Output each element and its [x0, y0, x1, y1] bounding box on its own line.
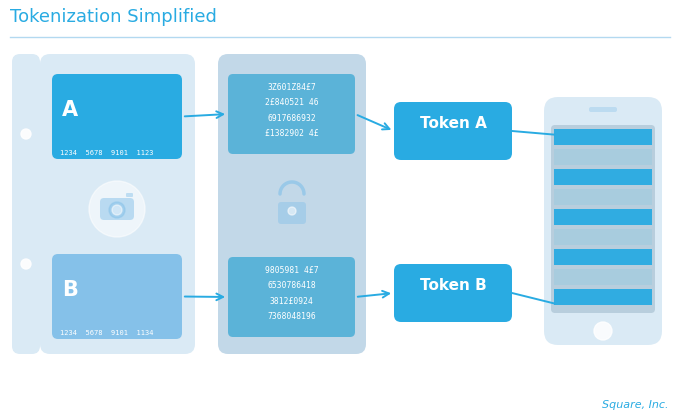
Text: 1234  5678  9101  1134: 1234 5678 9101 1134	[60, 329, 154, 335]
FancyBboxPatch shape	[52, 75, 182, 159]
FancyBboxPatch shape	[589, 108, 617, 113]
FancyBboxPatch shape	[100, 199, 134, 221]
FancyBboxPatch shape	[394, 264, 512, 322]
Circle shape	[112, 206, 122, 216]
Bar	[554, 150, 652, 166]
Text: 9805981 4£7
6530786418
3812£0924
7368048196: 9805981 4£7 6530786418 3812£0924 7368048…	[265, 266, 318, 320]
Circle shape	[89, 182, 145, 237]
Bar	[554, 190, 652, 206]
Text: B: B	[62, 279, 78, 299]
FancyBboxPatch shape	[278, 202, 306, 224]
Bar	[554, 170, 652, 185]
FancyBboxPatch shape	[218, 55, 366, 354]
FancyBboxPatch shape	[228, 257, 355, 337]
Text: A: A	[62, 100, 78, 120]
FancyBboxPatch shape	[544, 98, 662, 345]
Circle shape	[21, 130, 31, 140]
FancyBboxPatch shape	[40, 55, 195, 354]
Text: Token B: Token B	[420, 278, 486, 293]
Circle shape	[109, 202, 125, 218]
FancyBboxPatch shape	[394, 103, 512, 161]
Bar	[554, 130, 652, 146]
Circle shape	[21, 259, 31, 269]
Bar	[554, 249, 652, 266]
Circle shape	[288, 207, 296, 216]
Bar	[554, 269, 652, 285]
Text: 3Z601Z84£7
2£840521 46
6917686932
£1382902 4£: 3Z601Z84£7 2£840521 46 6917686932 £13829…	[265, 83, 318, 138]
Text: 1234  5678  9101  1123: 1234 5678 9101 1123	[60, 150, 154, 156]
Text: Square, Inc.: Square, Inc.	[602, 399, 668, 409]
Text: Tokenization Simplified: Tokenization Simplified	[10, 8, 217, 26]
FancyBboxPatch shape	[551, 126, 655, 313]
FancyBboxPatch shape	[12, 55, 40, 354]
Bar	[554, 209, 652, 225]
FancyBboxPatch shape	[126, 194, 133, 197]
Bar	[554, 230, 652, 245]
Text: Token A: Token A	[420, 116, 486, 131]
FancyBboxPatch shape	[52, 254, 182, 339]
Circle shape	[594, 322, 612, 340]
FancyBboxPatch shape	[228, 75, 355, 154]
Bar	[554, 289, 652, 305]
